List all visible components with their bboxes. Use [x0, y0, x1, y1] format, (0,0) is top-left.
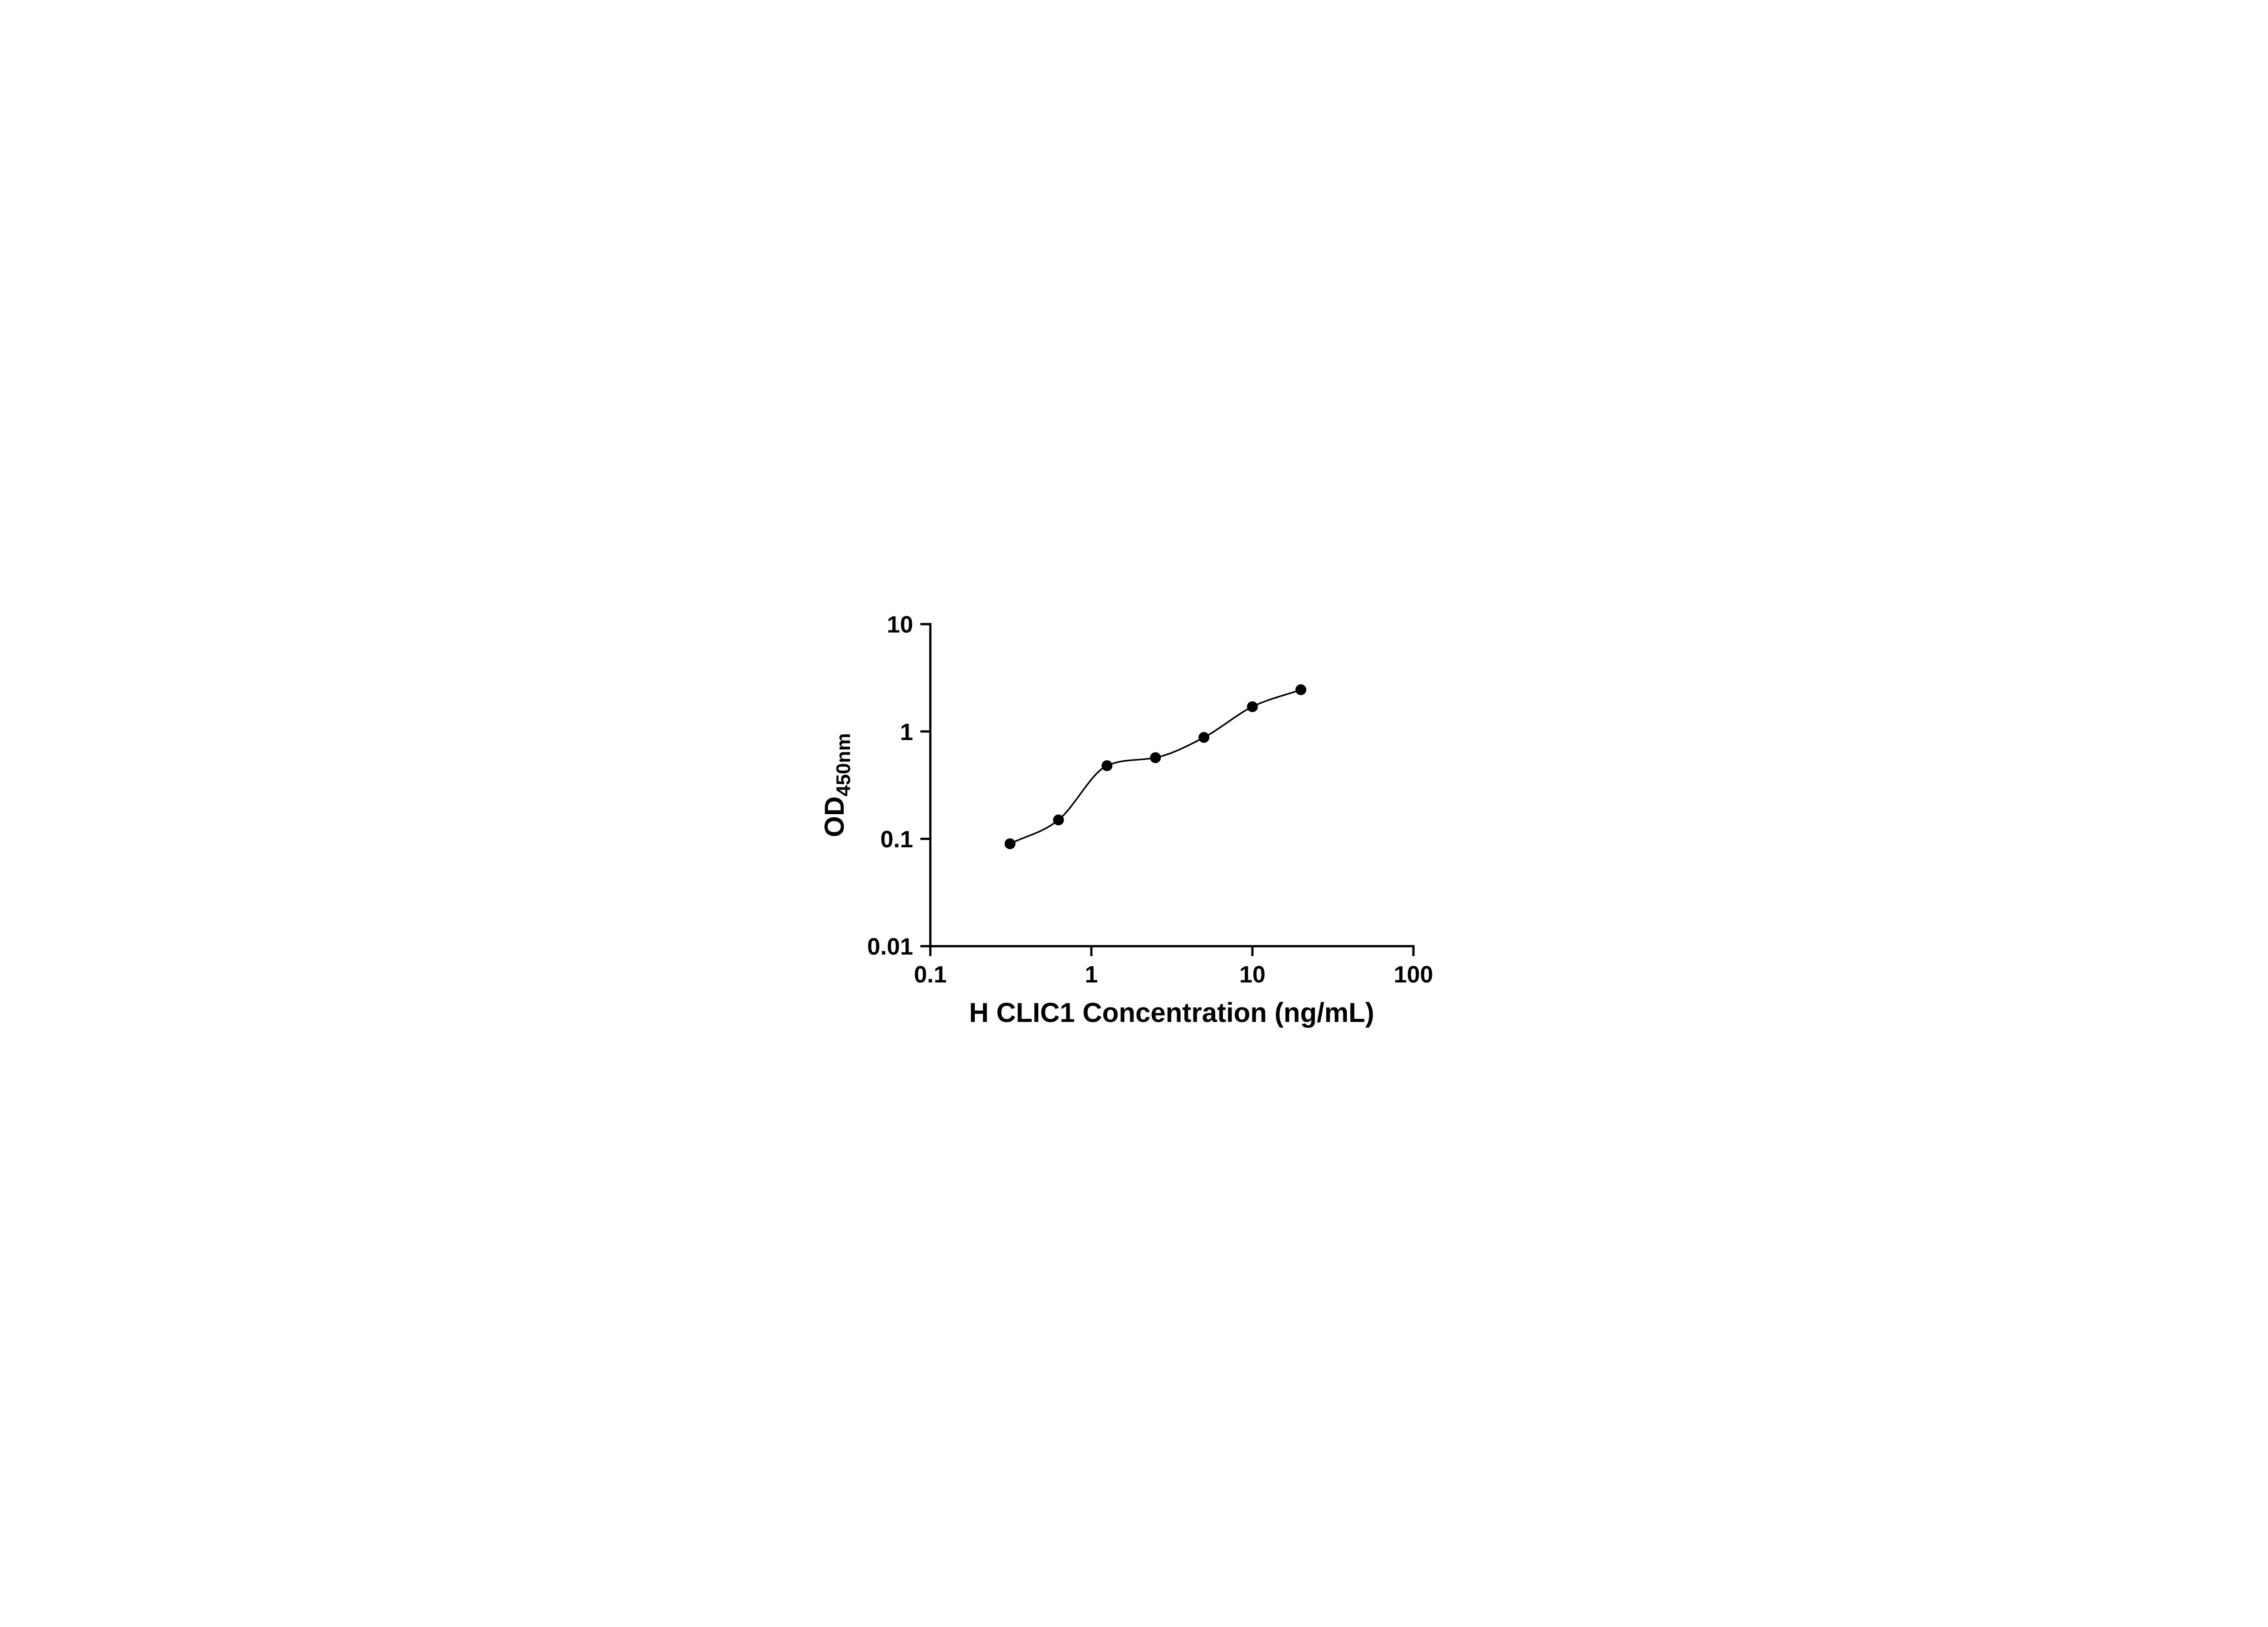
x-tick-label: 0.1	[914, 962, 947, 988]
x-tick-label: 100	[1394, 962, 1433, 988]
data-point	[1004, 838, 1016, 850]
x-tick-label: 10	[1239, 962, 1266, 988]
x-tick-label: 1	[1085, 962, 1098, 988]
y-tick-label: 0.01	[867, 934, 913, 960]
figure-page: 0.1 1 10 100 0.01 0.1 1 10 H CLIC1 Concentratio…	[805, 581, 1463, 1046]
data-point	[1295, 684, 1306, 695]
y-axis-title-sub: 450nm	[832, 733, 855, 796]
axes	[929, 623, 1415, 948]
y-tick-label: 0.1	[880, 826, 913, 853]
y-axis-title: OD450nm	[819, 733, 855, 837]
data-point	[1053, 814, 1064, 826]
y-tick-label: 1	[900, 719, 913, 745]
axis-frame	[929, 623, 1415, 948]
tick-marks	[920, 623, 1415, 956]
y-tick-label: 10	[887, 612, 913, 638]
y-axis-title-main: OD	[819, 796, 850, 837]
data-point	[1247, 701, 1258, 713]
x-axis-title: H CLIC1 Concentration (ng/mL)	[969, 997, 1374, 1028]
data-point	[1198, 732, 1210, 743]
data-point	[1101, 760, 1113, 772]
data-points	[1004, 684, 1306, 850]
data-point	[1150, 752, 1161, 763]
